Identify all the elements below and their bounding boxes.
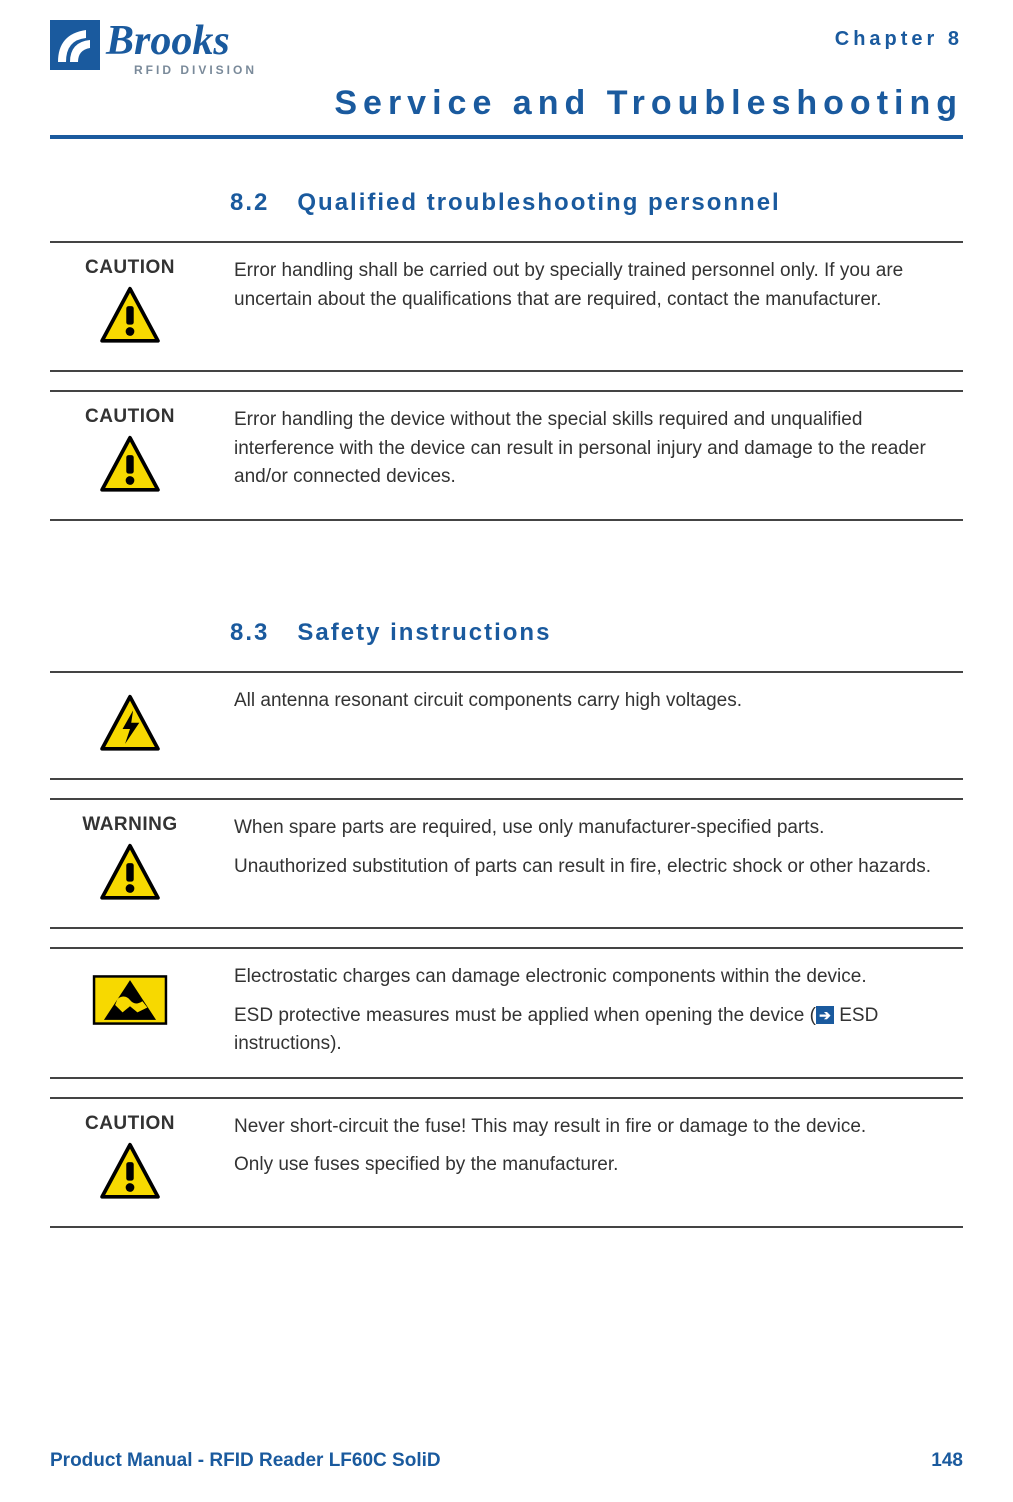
notice-body: Error handling shall be carried out by s… <box>234 257 963 352</box>
warning-exclamation-icon <box>95 842 165 904</box>
notice-body: When spare parts are required, use only … <box>234 814 963 909</box>
footer-page-number: 148 <box>931 1450 963 1472</box>
arrow-ref-icon: ➔ <box>816 1006 834 1024</box>
warning-voltage-icon <box>95 693 165 755</box>
notice-body: All antenna resonant circuit components … <box>234 687 963 760</box>
section-number: 8.2 <box>230 189 269 216</box>
notice-text: Unauthorized substitution of parts can r… <box>234 853 963 882</box>
footer-product-title: Product Manual - RFID Reader LF60C SoliD <box>50 1450 441 1472</box>
notice-text: ESD protective measures must be applied … <box>234 1002 963 1059</box>
notice-text: All antenna resonant circuit components … <box>234 687 963 716</box>
warning-exclamation-icon <box>95 285 165 347</box>
notice-text: Error handling shall be carried out by s… <box>234 257 963 314</box>
page-header: Brooks RFID DIVISION Chapter 8 <box>50 20 963 76</box>
logo-sub-text: RFID DIVISION <box>134 64 257 76</box>
chapter-title: Service and Troubleshooting <box>50 84 963 123</box>
notice-warning-parts: WARNING When spare parts are required, u… <box>50 798 963 929</box>
warning-exclamation-icon <box>95 434 165 496</box>
notice-text: Electrostatic charges can damage electro… <box>234 963 963 992</box>
logo-main-text: Brooks <box>106 20 257 62</box>
chapter-label: Chapter 8 <box>835 28 963 51</box>
page-footer: Product Manual - RFID Reader LF60C SoliD… <box>50 1450 963 1472</box>
section-title: Qualified troubleshooting personnel <box>297 189 780 216</box>
brand-logo: Brooks RFID DIVISION <box>50 20 257 76</box>
notice-caution-fuse: CAUTION Never short-circuit the fuse! Th… <box>50 1097 963 1228</box>
warning-exclamation-icon <box>95 1141 165 1203</box>
notice-text: When spare parts are required, use only … <box>234 814 963 843</box>
notice-text: Error handling the device without the sp… <box>234 406 963 492</box>
header-divider <box>50 135 963 139</box>
notice-text: Only use fuses specified by the manufact… <box>234 1151 963 1180</box>
warning-esd-icon <box>90 969 170 1031</box>
notice-label: CAUTION <box>50 1113 210 1135</box>
section-heading-8-3: 8.3 Safety instructions <box>230 619 963 647</box>
notice-body: Never short-circuit the fuse! This may r… <box>234 1113 963 1208</box>
section-number: 8.3 <box>230 619 269 646</box>
notice-esd: Electrostatic charges can damage electro… <box>50 947 963 1079</box>
notice-label: CAUTION <box>50 257 210 279</box>
notice-voltage: All antenna resonant circuit components … <box>50 671 963 780</box>
notice-label: CAUTION <box>50 406 210 428</box>
notice-caution-2: CAUTION Error handling the device withou… <box>50 390 963 521</box>
section-title: Safety instructions <box>297 619 551 646</box>
section-heading-8-2: 8.2 Qualified troubleshooting personnel <box>230 189 963 217</box>
notice-text: Never short-circuit the fuse! This may r… <box>234 1113 963 1142</box>
brooks-logo-icon <box>50 20 100 70</box>
notice-body: Error handling the device without the sp… <box>234 406 963 501</box>
notice-body: Electrostatic charges can damage electro… <box>234 963 963 1059</box>
notice-label: WARNING <box>50 814 210 836</box>
notice-caution-1: CAUTION Error handling shall be carried … <box>50 241 963 372</box>
